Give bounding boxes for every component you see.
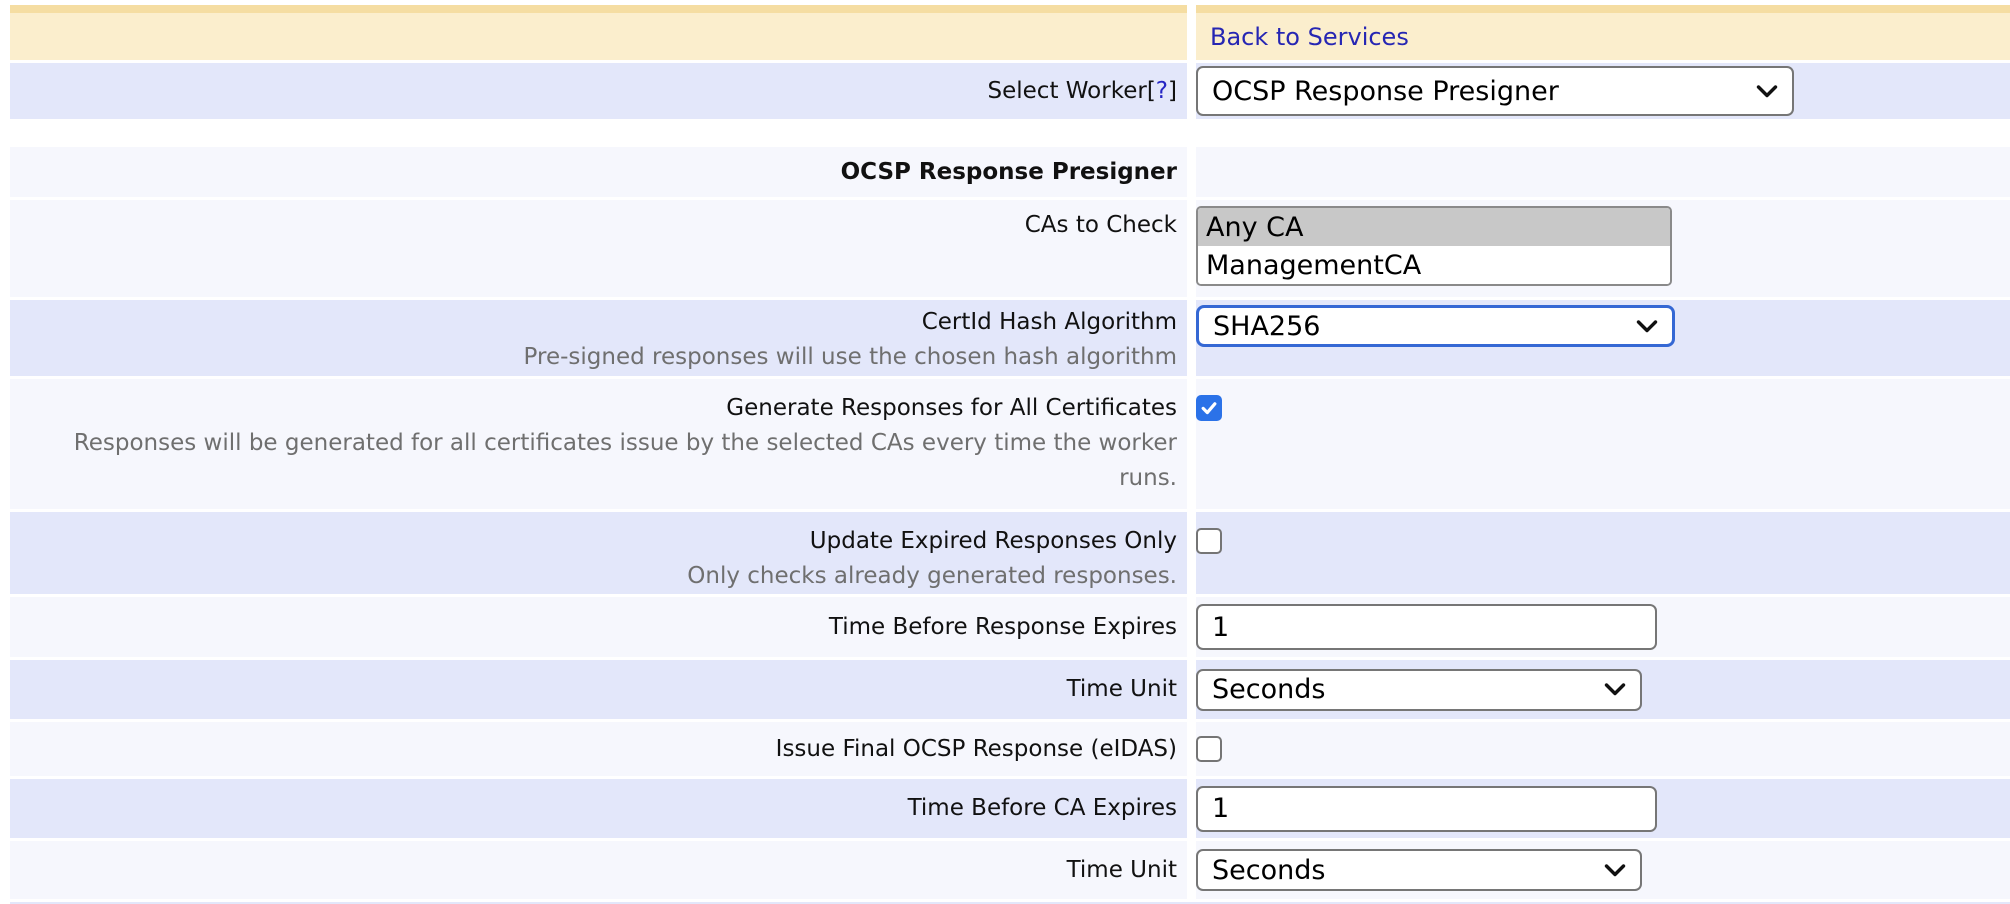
issue-final-field-cell: [1196, 722, 2010, 776]
bracket-open: [: [1146, 77, 1156, 104]
update-expired-helper: Only checks already generated responses.: [687, 563, 1177, 589]
time-before-ca-label-cell: Time Before CA Expires: [10, 779, 1187, 838]
section-title-empty-cell: [1196, 147, 2010, 197]
update-expired-label-cell: Update Expired Responses Only Only check…: [10, 512, 1187, 594]
listbox-option-any-ca[interactable]: Any CA: [1198, 208, 1670, 246]
time-unit-ca-dropdown[interactable]: Seconds: [1196, 849, 1642, 891]
cas-to-check-field-cell: Any CA ManagementCA: [1196, 200, 2010, 297]
cas-to-check-label: CAs to Check: [1024, 212, 1177, 238]
time-unit-response-dropdown[interactable]: Seconds: [1196, 668, 1642, 711]
certid-hash-value: SHA256: [1213, 310, 1321, 342]
update-expired-row: Update Expired Responses Only Only check…: [10, 512, 2010, 594]
time-before-response-field-cell: [1196, 597, 2010, 657]
listbox-option-managementca[interactable]: ManagementCA: [1198, 246, 1670, 284]
time-before-response-label: Time Before Response Expires: [828, 613, 1177, 640]
generate-all-label: Generate Responses for All Certificates: [726, 395, 1177, 421]
time-unit-ca-label: Time Unit: [1066, 856, 1177, 883]
time-before-ca-label: Time Before CA Expires: [907, 795, 1177, 821]
generate-all-label-cell: Generate Responses for All Certificates …: [10, 379, 1187, 509]
time-before-ca-row: Time Before CA Expires: [10, 779, 2010, 838]
time-unit-response-field-cell: Seconds: [1196, 660, 2010, 719]
cas-to-check-row: CAs to Check Any CA ManagementCA: [10, 200, 2010, 297]
certid-hash-row: CertId Hash Algorithm Pre-signed respons…: [10, 300, 2010, 376]
generate-all-row: Generate Responses for All Certificates …: [10, 379, 2010, 509]
chevron-down-icon: [1604, 683, 1626, 696]
certid-hash-label: CertId Hash Algorithm: [921, 309, 1177, 335]
cas-to-check-label-cell: CAs to Check: [10, 200, 1187, 297]
time-unit-ca-value: Seconds: [1212, 854, 1326, 886]
section-spacer: [10, 122, 2010, 147]
time-before-ca-field-cell: [1196, 779, 2010, 838]
cas-listbox[interactable]: Any CA ManagementCA: [1196, 206, 1672, 286]
section-title-row: OCSP Response Presigner: [10, 147, 2010, 197]
time-unit-ca-row: Time Unit Seconds: [10, 841, 2010, 899]
section-title: OCSP Response Presigner: [840, 158, 1177, 185]
certid-hash-dropdown[interactable]: SHA256: [1196, 305, 1675, 347]
section-title-cell: OCSP Response Presigner: [10, 147, 1187, 197]
chevron-down-icon: [1604, 863, 1626, 876]
certid-hash-helper: Pre-signed responses will use the chosen…: [523, 344, 1177, 370]
back-to-services-link[interactable]: Back to Services: [1210, 22, 1409, 51]
issue-final-row: Issue Final OCSP Response (eIDAS): [10, 722, 2010, 776]
header-row: Back to Services: [10, 5, 2010, 60]
header-right-cell: Back to Services: [1196, 5, 2010, 60]
time-unit-ca-label-cell: Time Unit: [10, 841, 1187, 899]
generate-all-field-cell: [1196, 379, 2010, 509]
certid-hash-label-cell: CertId Hash Algorithm Pre-signed respons…: [10, 300, 1187, 376]
header-left-cell: [10, 5, 1187, 60]
update-expired-field-cell: [1196, 512, 2010, 594]
chevron-down-icon: [1756, 84, 1778, 97]
select-worker-field-cell: OCSP Response Presigner: [1196, 63, 2010, 119]
chevron-down-icon: [1636, 319, 1658, 332]
issue-final-checkbox[interactable]: [1196, 736, 1222, 762]
issue-final-label-cell: Issue Final OCSP Response (eIDAS): [10, 722, 1187, 776]
help-link[interactable]: ?: [1155, 77, 1169, 104]
checkmark-icon: [1201, 402, 1217, 415]
update-expired-label: Update Expired Responses Only: [809, 528, 1177, 554]
time-unit-ca-field-cell: Seconds: [1196, 841, 2010, 899]
bracket-close: ]: [1168, 77, 1177, 104]
time-before-ca-input[interactable]: [1196, 785, 1657, 832]
select-worker-row: Select Worker[?] OCSP Response Presigner: [10, 63, 2010, 119]
issue-final-label: Issue Final OCSP Response (eIDAS): [775, 735, 1177, 762]
select-worker-label-cell: Select Worker[?]: [10, 63, 1187, 119]
time-unit-response-row: Time Unit Seconds: [10, 660, 2010, 719]
select-worker-dropdown[interactable]: OCSP Response Presigner: [1196, 66, 1794, 116]
time-before-response-label-cell: Time Before Response Expires: [10, 597, 1187, 657]
generate-all-helper: Responses will be generated for all cert…: [73, 430, 1177, 491]
update-expired-checkbox[interactable]: [1196, 528, 1222, 554]
time-unit-response-label: Time Unit: [1066, 676, 1177, 702]
generate-all-checkbox[interactable]: [1196, 395, 1222, 421]
certid-hash-field-cell: SHA256: [1196, 300, 2010, 376]
next-row-partial: [10, 902, 2010, 904]
time-unit-response-value: Seconds: [1212, 674, 1326, 705]
select-worker-label: Select Worker[?]: [987, 77, 1177, 104]
time-before-response-row: Time Before Response Expires: [10, 597, 2010, 657]
time-before-response-input[interactable]: [1196, 604, 1657, 650]
select-worker-value: OCSP Response Presigner: [1212, 75, 1559, 107]
time-unit-response-label-cell: Time Unit: [10, 660, 1187, 719]
